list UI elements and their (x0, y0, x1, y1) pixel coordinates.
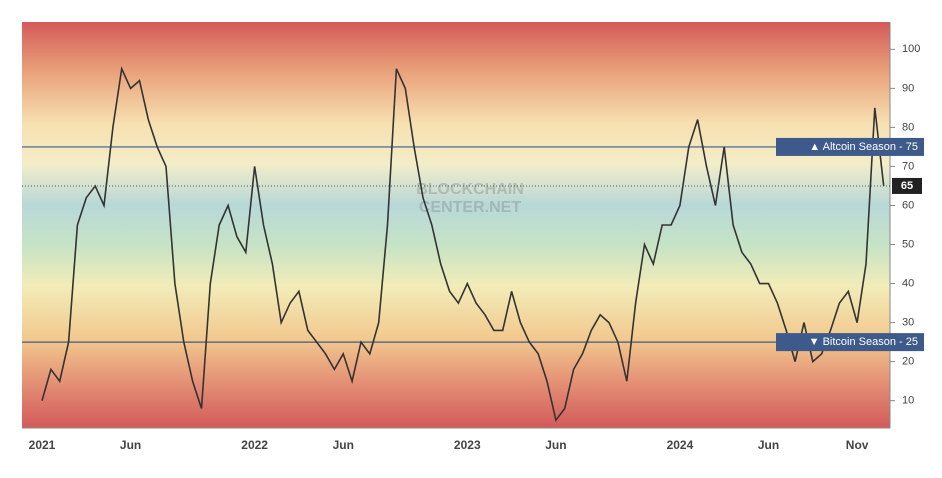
current-value-tag (892, 177, 922, 194)
y-tick-label: 80 (902, 121, 914, 133)
line-series (41, 66, 885, 423)
y-tick-label: 100 (902, 43, 920, 55)
current-value-label: 65 (901, 180, 913, 192)
x-tick-label: Jun (758, 438, 779, 452)
x-tick-label: Jun (333, 438, 354, 452)
y-tick-label: 90 (902, 82, 914, 94)
x-tick-label: 2021 (29, 438, 56, 452)
season-tag (776, 333, 924, 352)
x-tick-label: Jun (545, 438, 566, 452)
season-label: ▲ Altcoin Season - 75 (809, 141, 918, 153)
y-tick-label: 70 (902, 160, 914, 172)
watermark: BLOCKCHAIN (416, 181, 524, 198)
x-tick-label: Jun (120, 438, 141, 452)
y-tick-label: 50 (902, 238, 914, 250)
season-label: ▼ Bitcoin Season - 25 (809, 336, 918, 348)
x-tick-label: 2024 (667, 438, 694, 452)
y-tick-label: 30 (902, 317, 914, 329)
y-tick-label: 40 (902, 277, 914, 289)
y-tick-label: 20 (902, 356, 914, 368)
watermark: CENTER.NET (419, 199, 521, 216)
x-tick-label: Nov (846, 438, 869, 452)
y-tick-label: 10 (902, 395, 914, 407)
plot-background (22, 22, 890, 428)
x-tick-label: 2022 (241, 438, 268, 452)
x-tick-label: 2023 (454, 438, 481, 452)
season-tag (776, 137, 924, 156)
y-tick-label: 60 (902, 199, 914, 211)
